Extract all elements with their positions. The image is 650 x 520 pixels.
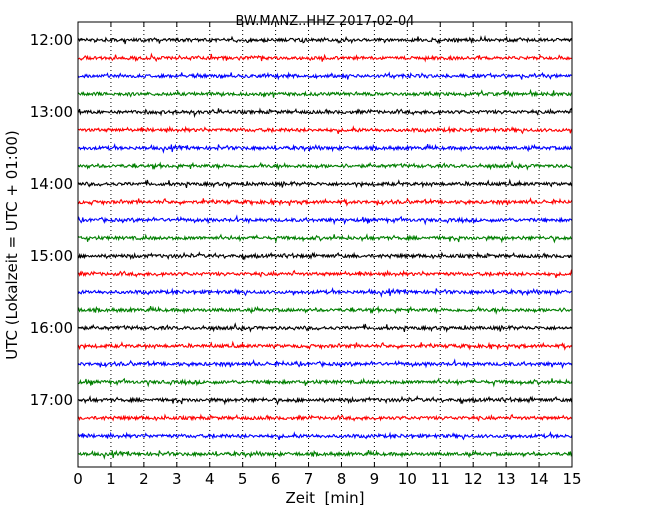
plot-frame [77, 21, 573, 468]
x-tick-label: 2 [139, 470, 149, 488]
seismic-trace [77, 340, 573, 351]
x-tick-label: 12 [464, 470, 483, 488]
seismic-trace [77, 107, 573, 119]
seismic-trace [77, 142, 573, 154]
x-tick-label: 14 [530, 470, 549, 488]
y-tick-label: 13:00 [30, 103, 73, 121]
y-tick-label: 16:00 [30, 319, 73, 337]
seismic-trace [77, 322, 573, 333]
x-tick-label: 6 [271, 470, 281, 488]
x-tick-label: 8 [337, 470, 347, 488]
x-tick-label: 3 [172, 470, 182, 488]
y-tick-label: 15:00 [30, 247, 73, 265]
y-axis-label: UTC (Lokalzeit = UTC + 01:00) [3, 130, 21, 360]
seismic-trace [77, 413, 573, 422]
seismic-trace [77, 214, 573, 226]
seismic-trace [77, 395, 573, 406]
x-tick-label: 10 [398, 470, 417, 488]
seismic-trace [77, 196, 573, 207]
x-tick-label: 15 [562, 470, 581, 488]
x-tick-label: 4 [205, 470, 215, 488]
seismic-trace [77, 34, 573, 45]
seismic-trace [77, 449, 573, 460]
seismic-trace [77, 160, 573, 171]
seismic-trace [77, 125, 573, 135]
seismic-trace [77, 305, 573, 315]
x-tick-label: 0 [73, 470, 83, 488]
trace-group [77, 34, 573, 460]
seismic-trace [77, 233, 573, 244]
x-tick-label: 1 [106, 470, 116, 488]
y-axis: 12:00 13:00 14:00 15:00 16:00 17:00 [30, 31, 572, 409]
seismic-trace [77, 358, 573, 369]
x-tick-label: 7 [304, 470, 314, 488]
x-tick-label: 9 [370, 470, 380, 488]
y-tick-label: 17:00 [30, 391, 73, 409]
seismic-trace [77, 71, 573, 81]
seismic-trace [77, 88, 573, 98]
seismic-trace [77, 251, 573, 261]
seismic-trace [77, 269, 573, 279]
y-tick-label: 12:00 [30, 31, 73, 49]
seismic-trace [77, 286, 573, 298]
seismic-trace [77, 178, 573, 189]
seismic-trace [77, 52, 573, 63]
x-axis: 0 1 2 3 4 5 6 7 8 9 10 11 12 13 14 15 [73, 22, 582, 488]
seismic-trace [77, 430, 573, 441]
y-tick-label: 14:00 [30, 175, 73, 193]
x-tick-label: 13 [497, 470, 516, 488]
x-axis-label: Zeit [min] [285, 489, 364, 507]
x-tick-label: 11 [431, 470, 450, 488]
seismic-trace [77, 377, 573, 388]
x-tick-label: 5 [238, 470, 248, 488]
